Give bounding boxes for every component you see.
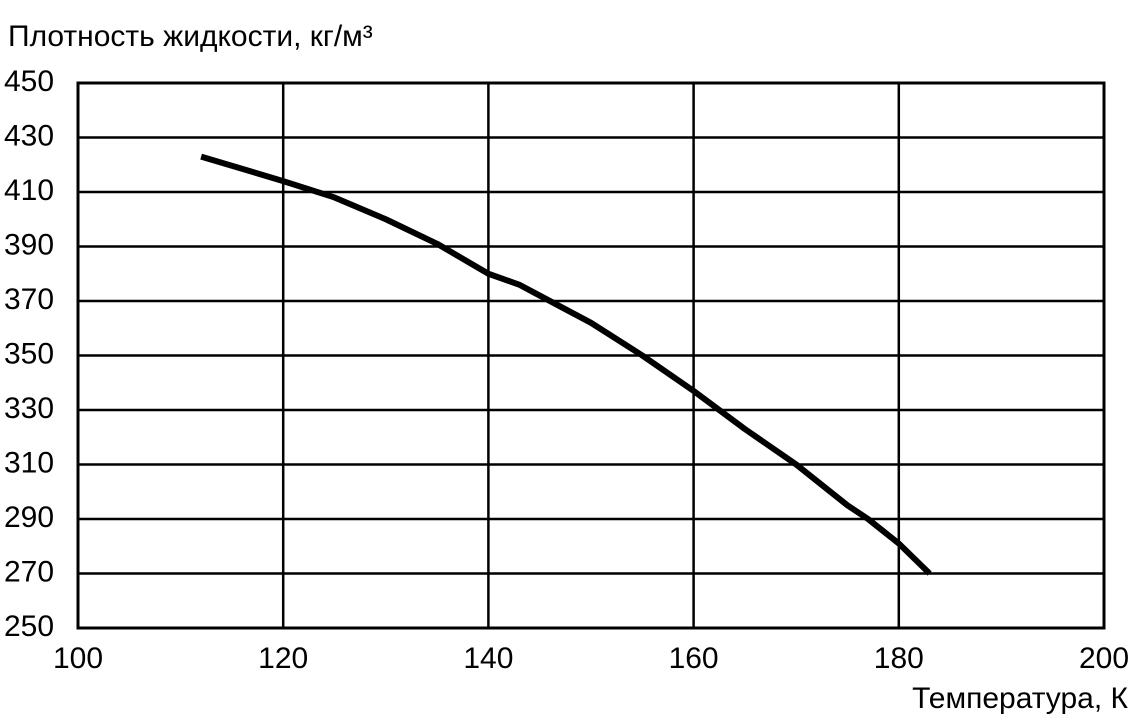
x-tick-label: 200 — [1079, 642, 1129, 675]
x-tick-label: 180 — [874, 642, 924, 675]
y-tick-label: 250 — [4, 610, 54, 643]
x-tick-label: 100 — [53, 642, 103, 675]
y-tick-label: 390 — [4, 228, 54, 261]
x-tick-label: 140 — [463, 642, 513, 675]
y-tick-label: 270 — [4, 555, 54, 588]
y-tick-label: 350 — [4, 337, 54, 370]
y-tick-label: 450 — [4, 65, 54, 98]
plot-frame — [76, 81, 1106, 630]
y-tick-label: 430 — [4, 119, 54, 152]
x-tick-label: 120 — [258, 642, 308, 675]
y-tick-label: 370 — [4, 283, 54, 316]
data-line — [200, 153, 932, 576]
y-axis-label: Плотность жидкости, кг/м³ — [8, 20, 373, 53]
y-tick-label: 290 — [4, 501, 54, 534]
x-axis-label: Температура, К — [912, 682, 1128, 715]
y-tick-label: 330 — [4, 392, 54, 425]
x-tick-label: 160 — [669, 642, 719, 675]
y-tick-label: 310 — [4, 446, 54, 479]
y-tick-label: 410 — [4, 174, 54, 207]
